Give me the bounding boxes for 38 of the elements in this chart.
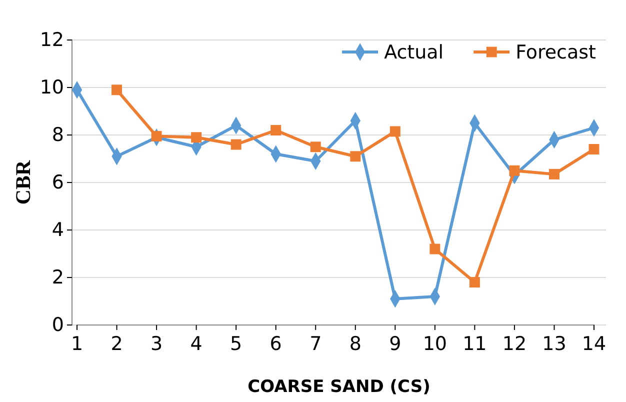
point — [548, 168, 560, 180]
y-tick-label: 4 — [52, 219, 64, 242]
x-tick-label: 3 — [150, 333, 163, 356]
y-tick-label: 12 — [40, 29, 64, 52]
point — [430, 244, 440, 254]
x-tick-label: 14 — [582, 333, 606, 356]
y-axis-title: CBR — [11, 160, 35, 205]
point — [151, 130, 162, 142]
x-tick-label: 8 — [349, 333, 362, 356]
point — [588, 144, 600, 154]
x-tick-label: 13 — [542, 333, 566, 356]
y-tick-label: 10 — [40, 76, 64, 99]
point — [310, 142, 321, 152]
x-tick-label: 5 — [230, 333, 242, 356]
x-tick-label: 9 — [389, 333, 402, 356]
x-tick-label: 2 — [110, 333, 123, 356]
point — [350, 151, 361, 162]
point — [230, 139, 242, 150]
x-tick-label: 11 — [462, 333, 487, 356]
point — [112, 84, 122, 96]
x-tick-label: 1 — [70, 333, 84, 356]
x-tick-label: 10 — [422, 333, 448, 356]
point — [509, 165, 520, 176]
y-tick-label: 2 — [52, 266, 64, 289]
point — [390, 126, 400, 137]
x-tick-label: 6 — [270, 333, 282, 356]
x-axis-title: COARSE SAND (CS) — [248, 377, 430, 397]
legend-label: Actual — [384, 42, 444, 64]
point — [270, 125, 282, 136]
y-tick-label: 8 — [52, 124, 64, 146]
legend-label: Forecast — [516, 42, 596, 64]
y-tick-label: 0 — [52, 314, 64, 336]
x-tick-label: 12 — [502, 333, 527, 356]
point — [191, 132, 202, 143]
x-tick-label: 7 — [310, 333, 322, 356]
point — [469, 277, 480, 288]
x-tick-label: 4 — [190, 333, 202, 356]
y-tick-label: 6 — [52, 172, 64, 194]
